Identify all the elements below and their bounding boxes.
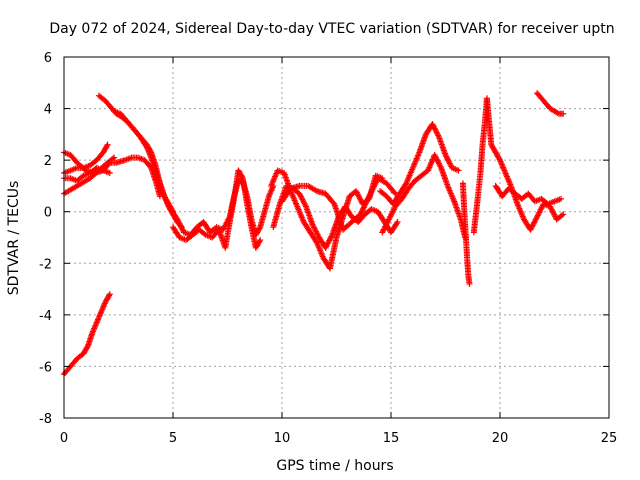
y-tick-label: 0 (44, 206, 52, 221)
x-tick-label: 15 (383, 431, 400, 446)
x-tick-label: 25 (601, 431, 618, 446)
data-point (84, 344, 91, 351)
data-point (256, 238, 263, 245)
data-point (103, 142, 110, 149)
axis-ticks: 0 5 10 15 20 25 -8 -6 -4 -2 0 2 4 6 (39, 51, 617, 446)
series-seg-p (470, 95, 567, 236)
data-point (369, 186, 376, 193)
data-point (364, 196, 371, 203)
y-tick-label: -6 (39, 360, 52, 375)
series-seg-b (61, 141, 111, 177)
data-point (558, 195, 565, 202)
series-seg-r (534, 90, 567, 117)
series-seg-n (379, 151, 469, 241)
data-point (256, 225, 263, 232)
data-point (106, 292, 113, 299)
plot-frame (63, 56, 610, 419)
data-point (372, 180, 379, 187)
data-point (496, 155, 503, 162)
data-point (360, 204, 367, 211)
data-point (360, 205, 367, 212)
data-point (257, 237, 264, 244)
series-seg-c (61, 154, 118, 197)
x-tick-label: 20 (492, 431, 509, 446)
y-tick-label: 6 (44, 51, 52, 66)
data-point (370, 184, 377, 191)
data-point (357, 211, 364, 218)
data-point (394, 219, 401, 226)
data-point (466, 280, 473, 287)
y-tick-label: 4 (44, 103, 52, 118)
data-point (109, 155, 116, 162)
chart-title: Day 072 of 2024, Sidereal Day-to-day VTE… (49, 21, 614, 37)
data-point (367, 190, 374, 197)
y-tick-label: 2 (44, 154, 52, 169)
y-tick-label: -8 (39, 412, 52, 427)
data-point (362, 201, 369, 208)
data-point (366, 193, 373, 200)
data-point (391, 189, 398, 196)
data-point (370, 183, 377, 190)
x-tick-label: 10 (274, 431, 291, 446)
data-point (558, 212, 565, 219)
data-point (560, 211, 567, 218)
data-point (359, 207, 366, 214)
data-point (106, 291, 113, 298)
data-point (362, 200, 369, 207)
series-seg-g (111, 108, 176, 215)
data-point (364, 197, 371, 204)
series-seg-d (61, 164, 113, 184)
data-point (560, 110, 567, 117)
y-axis-label: SDTVAR / TECUs (6, 181, 22, 296)
data-point (365, 194, 372, 201)
data-point (111, 154, 118, 161)
series-seg-o (459, 180, 473, 287)
data-point (106, 170, 113, 177)
series-seg-i (170, 167, 264, 251)
x-axis-label: GPS time / hours (276, 458, 393, 474)
data-point (239, 173, 246, 180)
y-tick-label: -4 (39, 309, 52, 324)
y-tick-label: -2 (39, 257, 52, 272)
data-point (358, 209, 365, 216)
x-tick-label: 0 (60, 431, 68, 446)
x-tick-label: 5 (169, 431, 177, 446)
data-point (371, 182, 378, 189)
data-point (368, 189, 375, 196)
data-point (372, 179, 379, 186)
series-seg-e (61, 291, 113, 378)
data-point (455, 167, 462, 174)
series-seg-l (279, 175, 399, 233)
data-point (358, 208, 365, 215)
data-point (361, 202, 368, 209)
data-point (368, 187, 375, 194)
data-point (104, 141, 111, 148)
series-seg-q (492, 182, 565, 207)
data-point (363, 198, 370, 205)
data-points (61, 90, 567, 378)
series-seg-m (377, 121, 462, 207)
data-point (393, 220, 400, 227)
data-point (366, 191, 373, 198)
